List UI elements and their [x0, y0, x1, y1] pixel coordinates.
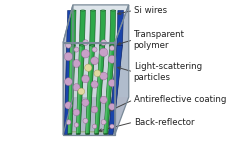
Polygon shape [80, 10, 85, 45]
Polygon shape [86, 45, 92, 134]
Polygon shape [95, 45, 105, 134]
Circle shape [109, 103, 115, 110]
Text: Transparent: Transparent [134, 30, 185, 39]
Circle shape [72, 60, 80, 67]
Circle shape [91, 106, 98, 113]
Circle shape [91, 57, 98, 65]
Circle shape [91, 81, 98, 88]
Circle shape [82, 75, 90, 83]
Circle shape [101, 40, 106, 45]
Ellipse shape [100, 45, 105, 46]
Polygon shape [63, 5, 73, 135]
Ellipse shape [80, 45, 84, 46]
Circle shape [65, 102, 72, 109]
Ellipse shape [110, 10, 116, 11]
Polygon shape [95, 45, 102, 134]
Polygon shape [110, 10, 116, 45]
Ellipse shape [110, 45, 115, 46]
Circle shape [108, 55, 116, 63]
Polygon shape [63, 133, 115, 135]
Circle shape [83, 118, 88, 123]
Circle shape [92, 124, 97, 129]
Text: Si wires: Si wires [134, 6, 167, 15]
Polygon shape [90, 10, 96, 45]
Text: Light-scattering: Light-scattering [134, 62, 202, 71]
Circle shape [73, 109, 80, 116]
Ellipse shape [70, 45, 75, 46]
Ellipse shape [90, 10, 96, 11]
Circle shape [92, 47, 97, 52]
Circle shape [74, 47, 79, 52]
Circle shape [64, 78, 72, 86]
Polygon shape [70, 10, 76, 45]
Circle shape [73, 84, 80, 91]
Circle shape [85, 64, 92, 71]
Circle shape [83, 40, 88, 45]
Polygon shape [76, 45, 84, 134]
Text: polymer: polymer [134, 41, 169, 50]
Circle shape [110, 124, 114, 129]
Circle shape [74, 123, 79, 127]
Circle shape [66, 120, 71, 125]
Ellipse shape [100, 10, 105, 11]
Ellipse shape [90, 45, 95, 46]
Polygon shape [63, 97, 129, 135]
Circle shape [66, 43, 71, 48]
Polygon shape [64, 45, 72, 134]
Circle shape [78, 88, 85, 95]
Circle shape [100, 72, 108, 80]
Text: particles: particles [134, 73, 171, 82]
Circle shape [100, 48, 108, 57]
Polygon shape [67, 10, 73, 45]
Circle shape [94, 70, 101, 77]
Ellipse shape [80, 10, 85, 11]
Polygon shape [108, 45, 122, 134]
Polygon shape [117, 10, 123, 45]
Circle shape [110, 46, 114, 51]
Polygon shape [68, 45, 72, 134]
Polygon shape [63, 131, 115, 135]
Circle shape [101, 120, 106, 125]
Circle shape [81, 49, 90, 58]
Circle shape [64, 52, 73, 61]
Text: Back-reflector: Back-reflector [134, 118, 194, 127]
Text: Antireflective coating: Antireflective coating [134, 95, 226, 104]
Polygon shape [68, 45, 75, 134]
Polygon shape [86, 45, 95, 134]
Circle shape [108, 79, 116, 87]
Polygon shape [76, 45, 82, 134]
Polygon shape [63, 43, 115, 135]
Polygon shape [115, 5, 129, 135]
Circle shape [82, 99, 89, 106]
Polygon shape [104, 45, 115, 134]
Polygon shape [104, 45, 112, 134]
Circle shape [100, 96, 107, 103]
Polygon shape [100, 10, 105, 45]
Polygon shape [63, 5, 129, 43]
Ellipse shape [71, 10, 76, 11]
